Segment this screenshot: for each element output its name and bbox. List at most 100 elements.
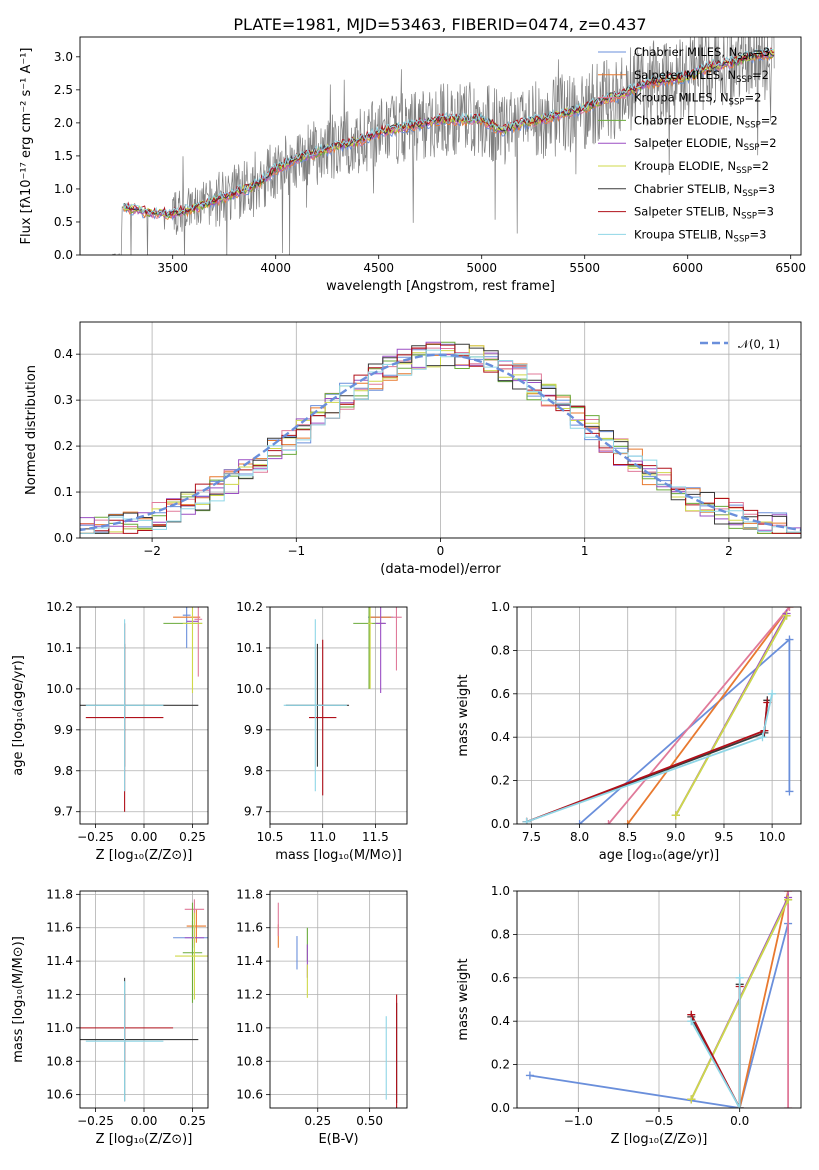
plot-area — [270, 891, 407, 1108]
plot-area — [80, 607, 208, 824]
axes-frame — [516, 890, 802, 1109]
legend-label: Kroupa STELIB, NSSP=3 — [634, 227, 766, 244]
axes-frame — [79, 890, 209, 1109]
x-tick-label: −1 — [287, 544, 305, 558]
y-tick-label: 10.2 — [46, 600, 73, 614]
histogram-7 — [80, 343, 801, 534]
legend-label: Chabrier STELIB, NSSP=3 — [634, 182, 775, 199]
y-axis-label: age [log₁₀(age/yr)] — [11, 655, 26, 776]
axes-frame — [79, 36, 802, 256]
y-tick-label: 0.8 — [491, 643, 510, 657]
y-tick-label: 11.2 — [236, 987, 263, 1001]
x-axis-label: wavelength [Angstrom, rest frame] — [326, 279, 555, 294]
y-tick-label: 0.1 — [54, 485, 73, 499]
plot-area — [270, 607, 407, 824]
y-tick-label: 0.4 — [491, 1014, 510, 1028]
x-tick-label: 0.0 — [730, 1114, 749, 1128]
y-tick-label: 0.0 — [54, 531, 73, 545]
x-axis-label: Z [log₁₀(Z/Z⊙)] — [611, 1132, 708, 1147]
plot-area — [80, 322, 801, 538]
y-tick-label: 0.8 — [491, 927, 510, 941]
axes-frame — [269, 890, 408, 1109]
y-tick-label: 11.2 — [46, 987, 73, 1001]
x-tick-label: 9.5 — [714, 830, 733, 844]
legend-label: Salpeter STELIB, NSSP=3 — [634, 205, 774, 222]
y-tick-label: 9.7 — [244, 805, 263, 819]
weight-line-7 — [526, 702, 769, 823]
y-tick-label: 11.0 — [236, 1021, 263, 1035]
histogram-6 — [80, 343, 801, 534]
y-tick-label: 11.6 — [236, 921, 263, 935]
x-tick-label: −0.25 — [77, 830, 114, 844]
x-axis-label: age [log₁₀(age/yr)] — [599, 848, 720, 863]
y-tick-label: 0.5 — [54, 215, 73, 229]
x-tick-label: −2 — [143, 544, 161, 558]
y-tick-label: 11.8 — [46, 887, 73, 901]
y-tick-label: 11.0 — [46, 1021, 73, 1035]
figure-title: PLATE=1981, MJD=53463, FIBERID=0474, z=0… — [233, 15, 646, 34]
x-axis-label: Z [log₁₀(Z/Z⊙)] — [96, 848, 193, 863]
x-tick-label: 10.0 — [759, 830, 786, 844]
x-tick-label: 0.00 — [131, 830, 158, 844]
weight-marker — [604, 820, 613, 824]
weight-marker — [575, 820, 584, 824]
y-tick-label: 9.9 — [54, 723, 73, 737]
y-axis-label: mass weight — [456, 674, 471, 756]
weight-marker — [525, 1071, 534, 1080]
axes-frame — [516, 606, 802, 825]
weight-marker — [735, 973, 744, 982]
x-tick-label: 5500 — [569, 261, 600, 275]
y-tick-label: 0.0 — [54, 248, 73, 262]
x-axis-label: (data-model)/error — [380, 562, 501, 577]
x-tick-label: 8.0 — [570, 830, 589, 844]
weight-line-8 — [526, 693, 773, 823]
observed-spectrum — [111, 37, 775, 255]
weight-marker — [784, 895, 793, 904]
y-tick-label: 0.2 — [491, 774, 510, 788]
y-tick-label: 9.7 — [54, 805, 73, 819]
y-tick-label: 9.8 — [54, 764, 73, 778]
plot-area — [80, 891, 208, 1108]
y-tick-label: 10.8 — [46, 1054, 73, 1068]
model-spectrum-7 — [123, 47, 775, 216]
y-tick-label: 0.6 — [491, 687, 510, 701]
x-tick-label: −0.5 — [644, 1114, 673, 1128]
legend-label: Chabrier MILES, NSSP=3 — [634, 45, 770, 62]
x-tick-label: 0.25 — [304, 1114, 331, 1128]
y-tick-label: 10.6 — [236, 1088, 263, 1102]
plot-area — [111, 37, 775, 255]
age-vs-metallicity-panel: −0.25 0.00 0.25 9.7 9.8 9.9 10.0 10.1 10.2 Z [log… — [11, 600, 209, 863]
x-tick-label: −1.0 — [564, 1114, 593, 1128]
legend-label: Kroupa MILES, NSSP=2 — [634, 91, 761, 108]
histogram-8 — [80, 349, 801, 534]
mass-vs-ebv-panel: 0.25 0.50 10.6 10.8 11.0 11.2 11.4 11.6 11.8 E(B-… — [236, 887, 408, 1147]
y-tick-label: 10.1 — [46, 641, 73, 655]
x-tick-label: 11.0 — [309, 830, 336, 844]
weight-marker — [735, 1104, 744, 1108]
x-tick-label: 0 — [437, 544, 445, 558]
weight-marker — [785, 787, 794, 796]
y-axis-label: mass weight — [456, 958, 471, 1040]
y-tick-label: 1.5 — [54, 149, 73, 163]
x-axis-label: Z [log₁₀(Z/Z⊙)] — [96, 1132, 193, 1147]
y-axis-label: mass [log₁₀(M/M⊙)] — [11, 936, 26, 1063]
weight-marker — [687, 1017, 696, 1026]
axes-frame — [269, 606, 408, 825]
model-spectrum-1 — [122, 53, 775, 221]
y-tick-label: 9.8 — [244, 764, 263, 778]
y-tick-label: 0.0 — [491, 817, 510, 831]
x-tick-label: 0.25 — [179, 830, 206, 844]
legend-label: Kroupa ELODIE, NSSP=2 — [634, 159, 769, 176]
x-tick-label: 6000 — [672, 261, 703, 275]
plot-area — [517, 607, 801, 824]
axes-frame — [79, 606, 209, 825]
weight-line-6 — [690, 984, 741, 1108]
y-tick-label: 11.6 — [46, 921, 73, 935]
legend-label: Salpeter MILES, NSSP=2 — [634, 68, 769, 85]
y-tick-label: 1.0 — [491, 884, 510, 898]
x-tick-label: −0.25 — [77, 1114, 114, 1128]
weight-line-5 — [675, 615, 788, 816]
y-tick-label: 10.1 — [236, 641, 263, 655]
weight-marker — [623, 820, 632, 824]
